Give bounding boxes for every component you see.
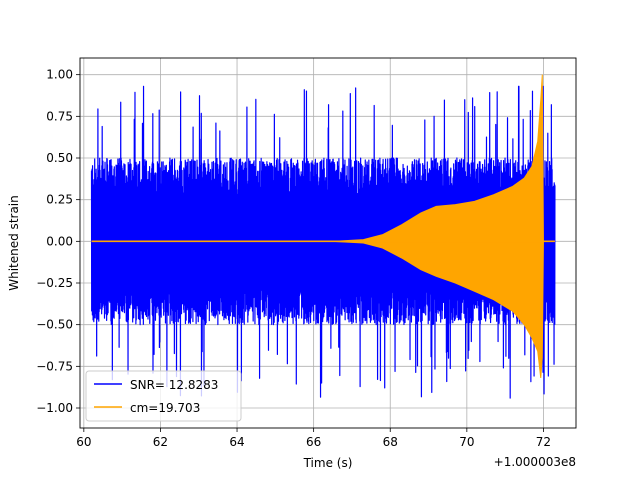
- x-tick-label: 66: [306, 435, 321, 449]
- y-axis-ticks: −1.00 −0.75 −0.50 −0.25 0.00 0.25 0.50 0.75 1.00: [36, 68, 80, 415]
- legend-box: [85, 370, 242, 422]
- plot-area: [90, 74, 556, 399]
- x-tick-label: 70: [459, 435, 474, 449]
- x-offset-text: +1.000003e8: [494, 455, 576, 469]
- y-tick-label: 1.00: [46, 68, 73, 82]
- y-tick-label: 0.25: [46, 193, 73, 207]
- x-tick-label: 64: [229, 435, 244, 449]
- x-tick-label: 72: [536, 435, 551, 449]
- legend-label-snr: SNR= 12.8283: [130, 378, 218, 392]
- x-tick-label: 60: [76, 435, 91, 449]
- x-tick-label: 62: [153, 435, 168, 449]
- y-tick-label: 0.75: [46, 109, 73, 123]
- y-tick-label: 0.00: [46, 234, 73, 248]
- y-tick-label: −0.50: [36, 318, 73, 332]
- y-axis-label: Whitened strain: [7, 195, 21, 291]
- legend-label-cm: cm=19.703: [130, 401, 200, 415]
- legend: SNR= 12.8283 cm=19.703: [85, 370, 242, 422]
- y-tick-label: −0.75: [36, 359, 73, 373]
- y-tick-label: 0.50: [46, 151, 73, 165]
- series-cm: [91, 74, 555, 379]
- x-axis-label: Time (s): [303, 456, 353, 470]
- y-tick-label: −1.00: [36, 401, 73, 415]
- y-tick-label: −0.25: [36, 276, 73, 290]
- x-tick-label: 68: [383, 435, 398, 449]
- x-axis-ticks: 60 62 64 66 68 70 72: [76, 428, 551, 449]
- axes-frame: [79, 57, 577, 429]
